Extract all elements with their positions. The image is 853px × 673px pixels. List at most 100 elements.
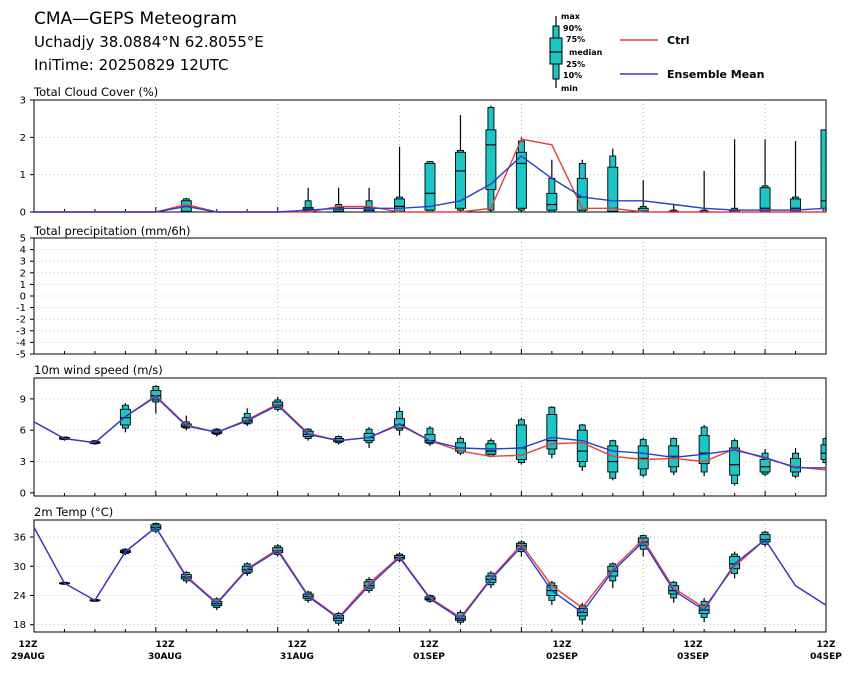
x-tick-top-4: 12Z [552, 640, 572, 650]
y-tick-label: -3 [16, 326, 26, 337]
chart-title: CMA—GEPS Meteogram [34, 9, 237, 29]
plot-area-cloud: 0 1 2 3 [20, 96, 827, 219]
y-tick-label: 18 [13, 620, 26, 631]
box-p25-p75 [546, 414, 558, 450]
legend-label-p90: 90% [563, 24, 582, 33]
legend-label-p25: 25% [566, 60, 585, 69]
box-p25-p75 [729, 447, 741, 476]
y-tick-label: 0 [20, 488, 26, 499]
legend-label-p75: 75% [566, 35, 585, 44]
location-label: Uchadjy 38.0884°N 62.8055°E [34, 33, 264, 51]
y-tick-label: 6 [20, 426, 26, 437]
box-p25-p75 [485, 129, 497, 191]
panel-wind-speed: 10m wind speed (m/s) 0 3 6 9 [20, 363, 827, 499]
panel-precipitation: Total precipitation (mm/6h) -5-4-3-2-101… [16, 224, 827, 361]
box-p25-p75 [394, 198, 405, 212]
y-tick-label: 30 [13, 562, 26, 573]
legend-box-glyph [549, 16, 563, 88]
ensemble-box [485, 105, 497, 212]
plot-area-wind: 0 3 6 9 [20, 377, 827, 499]
box-p25-p75 [424, 163, 436, 211]
x-tick-top-2: 12Z [287, 640, 307, 650]
box-p25-p75 [546, 192, 558, 211]
panel-title-temp: 2m Temp (°C) [34, 505, 113, 519]
x-tick-bottom-1: 30AUG [148, 652, 182, 662]
y-tick-label: -5 [16, 350, 26, 361]
box-p25-p75 [759, 187, 771, 212]
panel-title-precip: Total precipitation (mm/6h) [33, 224, 190, 238]
x-tick-top-3: 12Z [419, 640, 439, 650]
x-tick-top-0: 12Z [18, 640, 38, 650]
y-tick-label: -4 [16, 338, 26, 349]
y-tick-label: 3 [20, 257, 26, 268]
ensemble-box [455, 114, 466, 212]
box-p25-p75 [790, 198, 801, 212]
legend-inner-box [549, 37, 563, 65]
ensemble-box [820, 129, 827, 213]
ensemble-box [576, 159, 588, 213]
plot-frame [33, 519, 827, 633]
x-tick-bottom-5: 03SEP [677, 652, 709, 662]
mean-line [33, 526, 827, 620]
y-tick-label: 3 [20, 457, 26, 468]
mean-line [34, 155, 827, 213]
y-tick-label: 3 [20, 96, 26, 107]
legend-ctrl-label: Ctrl [667, 34, 690, 47]
ensemble-box [729, 438, 741, 486]
y-tick-label: 0 [20, 292, 26, 303]
box-p25-p75 [455, 151, 466, 209]
panel-title-cloud: Total Cloud Cover (%) [33, 85, 158, 99]
x-tick-bottom-0: 29AUG [11, 652, 45, 662]
legend: max 90% 75% median 25% 10% min Ctrl Ense… [549, 12, 764, 93]
ensemble-box [424, 161, 436, 213]
box-p25-p75 [607, 445, 619, 473]
y-tick-label: 1 [20, 280, 26, 291]
legend-mean-label: Ensemble Mean [667, 68, 764, 81]
ensemble-box [668, 437, 680, 476]
box-p25-p75 [820, 129, 827, 209]
box-p25-p75 [607, 166, 619, 212]
x-tick-bottom-3: 01SEP [413, 652, 445, 662]
y-tick-label: -1 [16, 303, 26, 314]
ensemble-box [759, 139, 771, 213]
y-tick-label: 2 [20, 133, 26, 144]
y-tick-label: 5 [20, 234, 26, 245]
x-tick-bottom-4: 02SEP [546, 652, 578, 662]
panel-temperature: 2m Temp (°C) 18 24 30 36 [13, 505, 827, 633]
legend-label-max: max [561, 12, 581, 21]
box-p25-p75 [637, 445, 649, 470]
y-tick-label: 9 [20, 394, 26, 405]
legend-label-p10: 10% [563, 71, 582, 80]
ensemble-box [790, 447, 801, 479]
ensemble-box [790, 141, 801, 213]
init-time-label: IniTime: 20250829 12UTC [34, 56, 229, 74]
box-p25-p75 [759, 459, 771, 473]
box-p25-p75 [515, 151, 527, 209]
y-tick-label: 24 [13, 591, 26, 602]
box-p25-p75 [698, 434, 710, 465]
legend-label-min: min [561, 84, 578, 93]
x-tick-top-1: 12Z [155, 640, 175, 650]
ensemble-box [820, 436, 827, 465]
box-p25-p75 [759, 534, 771, 543]
y-tick-label: 0 [20, 208, 26, 219]
y-tick-label: -2 [16, 315, 26, 326]
plot-area-temp: 18 24 30 36 [13, 519, 827, 633]
y-tick-label: 36 [13, 533, 26, 544]
x-tick-top-5: 12Z [683, 640, 703, 650]
ensemble-box [576, 423, 588, 471]
x-tick-bottom-6: 04SEP [810, 652, 842, 662]
y-tick-label: 4 [20, 245, 26, 256]
legend-label-median: median [569, 48, 603, 57]
x-tick-top-6: 12Z [816, 640, 836, 650]
x-tick-bottom-2: 31AUG [280, 652, 314, 662]
box-p25-p75 [576, 429, 588, 462]
ensemble-box [607, 439, 619, 481]
box-p25-p75 [820, 444, 827, 460]
y-tick-label: 2 [20, 268, 26, 279]
panel-title-wind: 10m wind speed (m/s) [34, 363, 163, 377]
ensemble-box [515, 417, 527, 465]
x-axis-labels: 12Z 29AUG 12Z 30AUG 12Z 31AUG 12Z 01SEP … [11, 640, 842, 662]
